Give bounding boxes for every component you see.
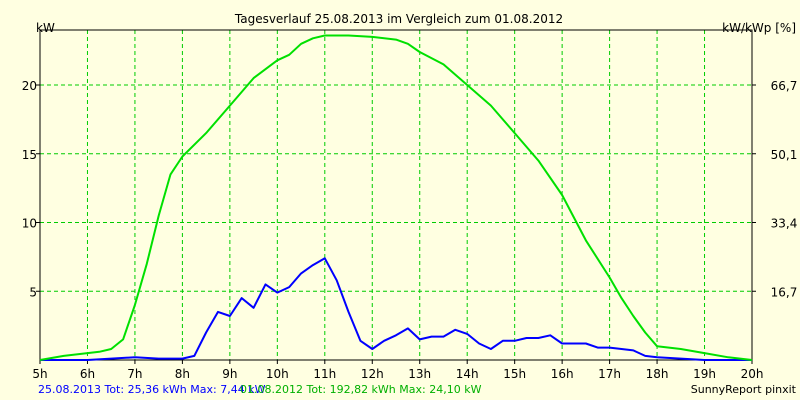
y-tick-label-left: 10: [22, 217, 37, 231]
axis-ticks: 5h 6h 7h 8h 9h 10h 11h 12h 13h 14h 15h 16h 17h 18h 19h…: [22, 79, 798, 381]
y-tick-label-left: 20: [22, 79, 37, 93]
x-tick-label: 19h: [693, 367, 716, 381]
gridlines: [40, 30, 752, 360]
x-tick-label: 8h: [175, 367, 190, 381]
line-chart: Tagesverlauf 25.08.2013 im Vergleich zum…: [22, 12, 798, 381]
x-tick-label: 10h: [266, 367, 289, 381]
chart-footer: 25.08.2013 Tot: 25,36 kWh Max: 7,44 kW 0…: [0, 383, 800, 399]
legend-entry-2012: 01.08.2012 Tot: 192,82 kWh Max: 24,10 kW: [240, 383, 482, 396]
credit-text: SunnyReport pinxit: [690, 383, 796, 396]
y-tick-label-right: 50,1: [771, 148, 798, 162]
x-tick-label: 13h: [408, 367, 431, 381]
x-tick-label: 20h: [741, 367, 764, 381]
y-axis-label-left: kW: [36, 21, 55, 35]
x-tick-label: 11h: [313, 367, 336, 381]
y-tick-label-right: 16,7: [771, 285, 798, 299]
series-line-01.08.2012: [39, 34, 753, 361]
x-tick-label: 16h: [551, 367, 574, 381]
legend-entry-2013: 25.08.2013 Tot: 25,36 kWh Max: 7,44 kW: [38, 383, 266, 396]
x-tick-label: 15h: [503, 367, 526, 381]
y-tick-label-left: 5: [29, 285, 37, 299]
series-lines: [39, 34, 753, 361]
series-line-25.08.2013: [40, 257, 752, 361]
x-tick-label: 6h: [80, 367, 95, 381]
y-axis-label-right: kW/kWp [%]: [722, 21, 796, 35]
x-tick-label: 17h: [598, 367, 621, 381]
x-tick-label: 18h: [646, 367, 669, 381]
x-tick-label: 9h: [222, 367, 237, 381]
x-tick-label: 7h: [127, 367, 142, 381]
plot-area: [39, 29, 753, 361]
y-tick-label-right: 33,4: [771, 217, 798, 231]
chart-title: Tagesverlauf 25.08.2013 im Vergleich zum…: [234, 12, 563, 26]
x-tick-label: 12h: [361, 367, 384, 381]
y-tick-label-left: 15: [22, 148, 37, 162]
x-tick-label: 5h: [32, 367, 47, 381]
y-tick-label-right: 66,7: [771, 79, 798, 93]
x-tick-label: 14h: [456, 367, 479, 381]
